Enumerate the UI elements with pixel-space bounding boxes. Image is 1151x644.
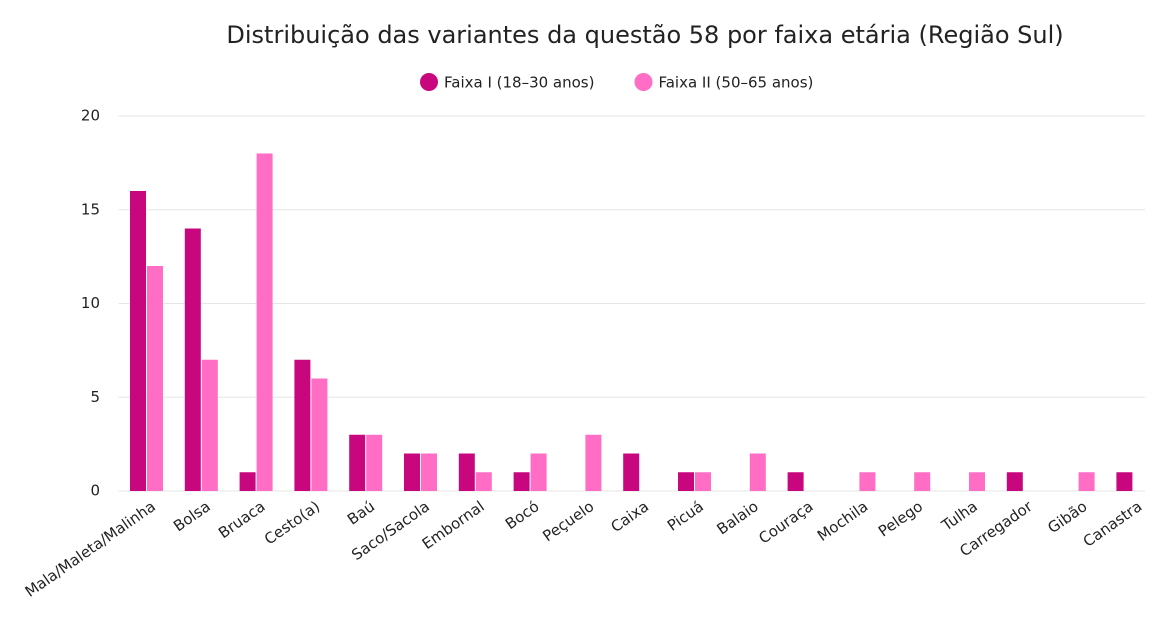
bar <box>530 453 547 491</box>
bar <box>969 472 985 491</box>
legend-swatch <box>420 73 438 91</box>
x-tick-label: Baú <box>344 497 378 528</box>
x-tick-label: Couraça <box>755 497 816 547</box>
x-tick-label: Mala/Maleta/Malinha <box>22 497 159 601</box>
bar <box>914 472 931 491</box>
bar <box>130 191 146 491</box>
bar <box>294 359 311 491</box>
legend-label: Faixa I (18–30 anos) <box>444 74 594 92</box>
y-tick-label: 15 <box>81 200 100 218</box>
y-tick-label: 0 <box>90 482 100 500</box>
legend-swatch <box>634 73 653 91</box>
bar <box>585 434 602 491</box>
x-tick-label: Peçuelo <box>539 497 597 545</box>
chart-title: Distribuição das variantes da questão 58… <box>226 21 1063 49</box>
x-tick-label: Cesto(a) <box>261 497 323 548</box>
bar <box>513 472 530 491</box>
bar <box>201 359 218 491</box>
y-tick-label: 5 <box>90 388 100 406</box>
bar <box>458 453 475 491</box>
x-tick-label: Gibão <box>1044 497 1090 537</box>
bar <box>239 472 256 491</box>
x-tick-label: Bolsa <box>170 497 214 535</box>
x-tick-label: Embornal <box>419 497 488 553</box>
x-tick-label: Caixa <box>607 497 652 536</box>
x-tick-label: Canastra <box>1080 497 1146 550</box>
bar <box>256 153 273 491</box>
bar <box>859 472 876 491</box>
bar <box>749 453 766 491</box>
bar <box>475 472 492 491</box>
bar <box>349 434 366 491</box>
bar <box>184 228 201 491</box>
bar <box>623 453 640 491</box>
bar <box>1078 472 1095 491</box>
x-tick-label: Bruaca <box>215 497 268 542</box>
y-tick-label: 10 <box>81 294 100 312</box>
x-tick-label: Tulha <box>938 497 981 535</box>
bar <box>147 266 163 491</box>
bar <box>695 472 711 491</box>
bar <box>1006 472 1023 491</box>
legend-label: Faixa II (50–65 anos) <box>658 74 813 92</box>
bar <box>404 453 420 491</box>
x-tick-label: Picuá <box>664 497 707 535</box>
bar <box>678 472 694 491</box>
bar <box>366 434 383 491</box>
bar <box>1116 472 1133 491</box>
x-tick-label: Bocó <box>502 497 543 533</box>
bar <box>421 453 437 491</box>
x-tick-label: Pelego <box>875 497 926 540</box>
bar <box>787 472 804 491</box>
x-tick-label: Mochila <box>814 497 871 545</box>
bar <box>311 378 328 491</box>
y-tick-label: 20 <box>81 107 100 125</box>
